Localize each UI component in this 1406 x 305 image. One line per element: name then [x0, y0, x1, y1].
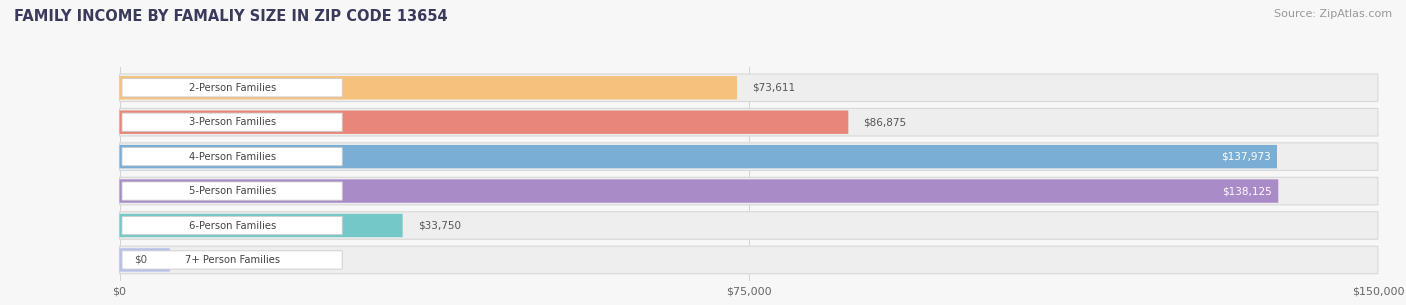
- FancyBboxPatch shape: [122, 251, 342, 269]
- Text: 3-Person Families: 3-Person Families: [188, 117, 276, 127]
- FancyBboxPatch shape: [120, 76, 737, 99]
- Text: $0: $0: [135, 255, 148, 265]
- Text: 6-Person Families: 6-Person Families: [188, 221, 276, 231]
- Text: 7+ Person Families: 7+ Person Families: [184, 255, 280, 265]
- FancyBboxPatch shape: [120, 143, 1378, 170]
- Text: 2-Person Families: 2-Person Families: [188, 83, 276, 93]
- FancyBboxPatch shape: [122, 216, 342, 235]
- FancyBboxPatch shape: [122, 79, 342, 97]
- FancyBboxPatch shape: [120, 177, 1378, 205]
- Text: 4-Person Families: 4-Person Families: [188, 152, 276, 162]
- Text: $73,611: $73,611: [752, 83, 796, 93]
- Text: $138,125: $138,125: [1222, 186, 1272, 196]
- FancyBboxPatch shape: [120, 179, 1278, 203]
- FancyBboxPatch shape: [122, 148, 342, 166]
- FancyBboxPatch shape: [120, 214, 402, 237]
- Text: FAMILY INCOME BY FAMALIY SIZE IN ZIP CODE 13654: FAMILY INCOME BY FAMALIY SIZE IN ZIP COD…: [14, 9, 447, 24]
- Text: Source: ZipAtlas.com: Source: ZipAtlas.com: [1274, 9, 1392, 19]
- Text: $33,750: $33,750: [418, 221, 461, 231]
- FancyBboxPatch shape: [120, 212, 1378, 239]
- FancyBboxPatch shape: [120, 145, 1277, 168]
- Text: 5-Person Families: 5-Person Families: [188, 186, 276, 196]
- Text: $137,973: $137,973: [1220, 152, 1271, 162]
- FancyBboxPatch shape: [120, 110, 848, 134]
- FancyBboxPatch shape: [122, 182, 342, 200]
- FancyBboxPatch shape: [120, 246, 1378, 274]
- Text: $86,875: $86,875: [863, 117, 907, 127]
- FancyBboxPatch shape: [120, 248, 170, 272]
- FancyBboxPatch shape: [120, 74, 1378, 102]
- FancyBboxPatch shape: [120, 108, 1378, 136]
- FancyBboxPatch shape: [122, 113, 342, 131]
